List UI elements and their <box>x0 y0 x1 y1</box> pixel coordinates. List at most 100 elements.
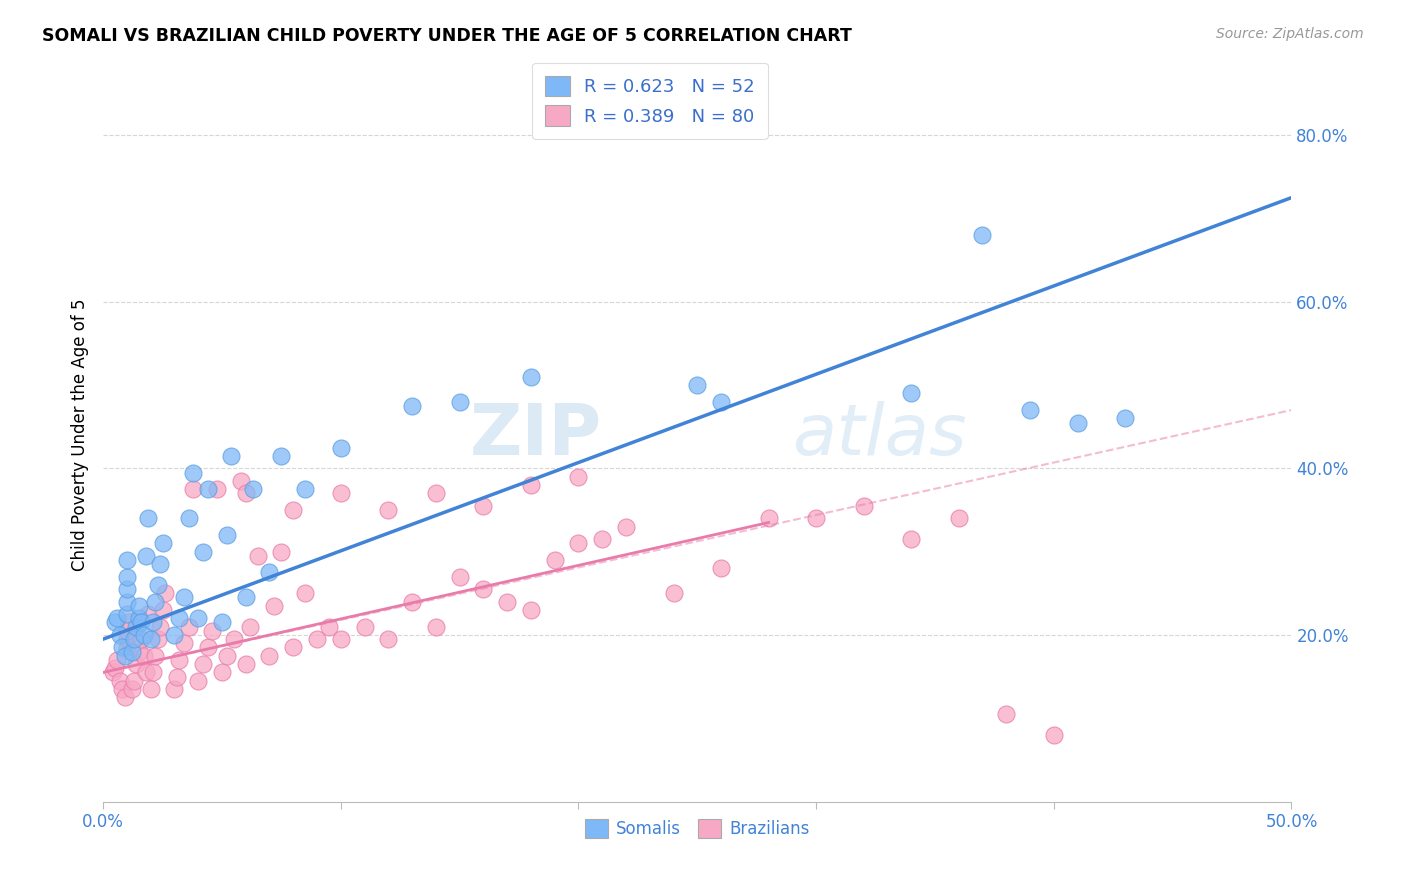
Point <box>197 482 219 496</box>
Point <box>187 673 209 688</box>
Point <box>177 620 200 634</box>
Point <box>177 511 200 525</box>
Point <box>183 466 205 480</box>
Point <box>105 611 128 625</box>
Point <box>567 469 589 483</box>
Point <box>377 632 399 647</box>
Point <box>166 670 188 684</box>
Point <box>211 665 233 680</box>
Point <box>104 661 127 675</box>
Point <box>710 561 733 575</box>
Point <box>239 620 262 634</box>
Point <box>852 499 875 513</box>
Point <box>329 486 352 500</box>
Point <box>145 594 167 608</box>
Point <box>662 586 685 600</box>
Point <box>145 648 167 663</box>
Point <box>197 640 219 655</box>
Point <box>222 632 245 647</box>
Point <box>152 536 174 550</box>
Point <box>132 628 155 642</box>
Point <box>136 511 159 525</box>
Point <box>520 603 543 617</box>
Point <box>111 640 134 655</box>
Legend: Somalis, Brazilians: Somalis, Brazilians <box>578 812 817 845</box>
Point <box>270 544 292 558</box>
Point <box>135 549 157 563</box>
Point <box>221 449 243 463</box>
Point <box>115 594 138 608</box>
Point <box>121 682 143 697</box>
Point <box>139 632 162 647</box>
Point <box>146 632 169 647</box>
Point <box>270 449 292 463</box>
Text: atlas: atlas <box>793 401 967 469</box>
Point <box>401 399 423 413</box>
Point <box>259 648 281 663</box>
Point <box>263 599 285 613</box>
Point <box>1114 411 1136 425</box>
Point <box>235 486 257 500</box>
Point <box>710 394 733 409</box>
Point <box>128 599 150 613</box>
Point <box>187 611 209 625</box>
Point <box>294 586 316 600</box>
Point <box>472 582 495 596</box>
Point <box>215 528 238 542</box>
Point <box>294 482 316 496</box>
Point <box>115 553 138 567</box>
Point <box>520 478 543 492</box>
Point <box>246 549 269 563</box>
Point <box>449 569 471 583</box>
Point <box>128 611 150 625</box>
Point <box>235 657 257 672</box>
Point <box>129 615 152 630</box>
Point <box>115 624 138 638</box>
Point <box>520 369 543 384</box>
Point <box>101 665 124 680</box>
Point <box>544 553 567 567</box>
Point <box>425 486 447 500</box>
Point <box>142 665 165 680</box>
Point <box>259 566 281 580</box>
Point <box>1019 403 1042 417</box>
Point <box>900 386 922 401</box>
Point <box>449 394 471 409</box>
Point <box>173 591 195 605</box>
Point <box>115 569 138 583</box>
Text: Source: ZipAtlas.com: Source: ZipAtlas.com <box>1216 27 1364 41</box>
Point <box>108 673 131 688</box>
Point <box>118 615 141 630</box>
Text: ZIP: ZIP <box>470 401 602 469</box>
Point <box>136 607 159 622</box>
Point <box>122 632 145 647</box>
Point <box>183 482 205 496</box>
Point <box>104 615 127 630</box>
Point <box>804 511 827 525</box>
Y-axis label: Child Poverty Under the Age of 5: Child Poverty Under the Age of 5 <box>72 299 89 571</box>
Point <box>229 474 252 488</box>
Point <box>1042 728 1064 742</box>
Point <box>472 499 495 513</box>
Point <box>115 607 138 622</box>
Point <box>152 603 174 617</box>
Point <box>425 620 447 634</box>
Point <box>108 628 131 642</box>
Point <box>283 503 305 517</box>
Point <box>115 632 138 647</box>
Point <box>995 707 1018 722</box>
Point <box>900 532 922 546</box>
Point <box>1066 416 1088 430</box>
Point <box>135 665 157 680</box>
Text: SOMALI VS BRAZILIAN CHILD POVERTY UNDER THE AGE OF 5 CORRELATION CHART: SOMALI VS BRAZILIAN CHILD POVERTY UNDER … <box>42 27 852 45</box>
Point <box>401 594 423 608</box>
Point <box>614 519 637 533</box>
Point <box>686 378 709 392</box>
Point <box>211 615 233 630</box>
Point <box>377 503 399 517</box>
Point <box>948 511 970 525</box>
Point <box>115 640 138 655</box>
Point <box>114 648 136 663</box>
Point <box>191 657 214 672</box>
Point <box>235 591 257 605</box>
